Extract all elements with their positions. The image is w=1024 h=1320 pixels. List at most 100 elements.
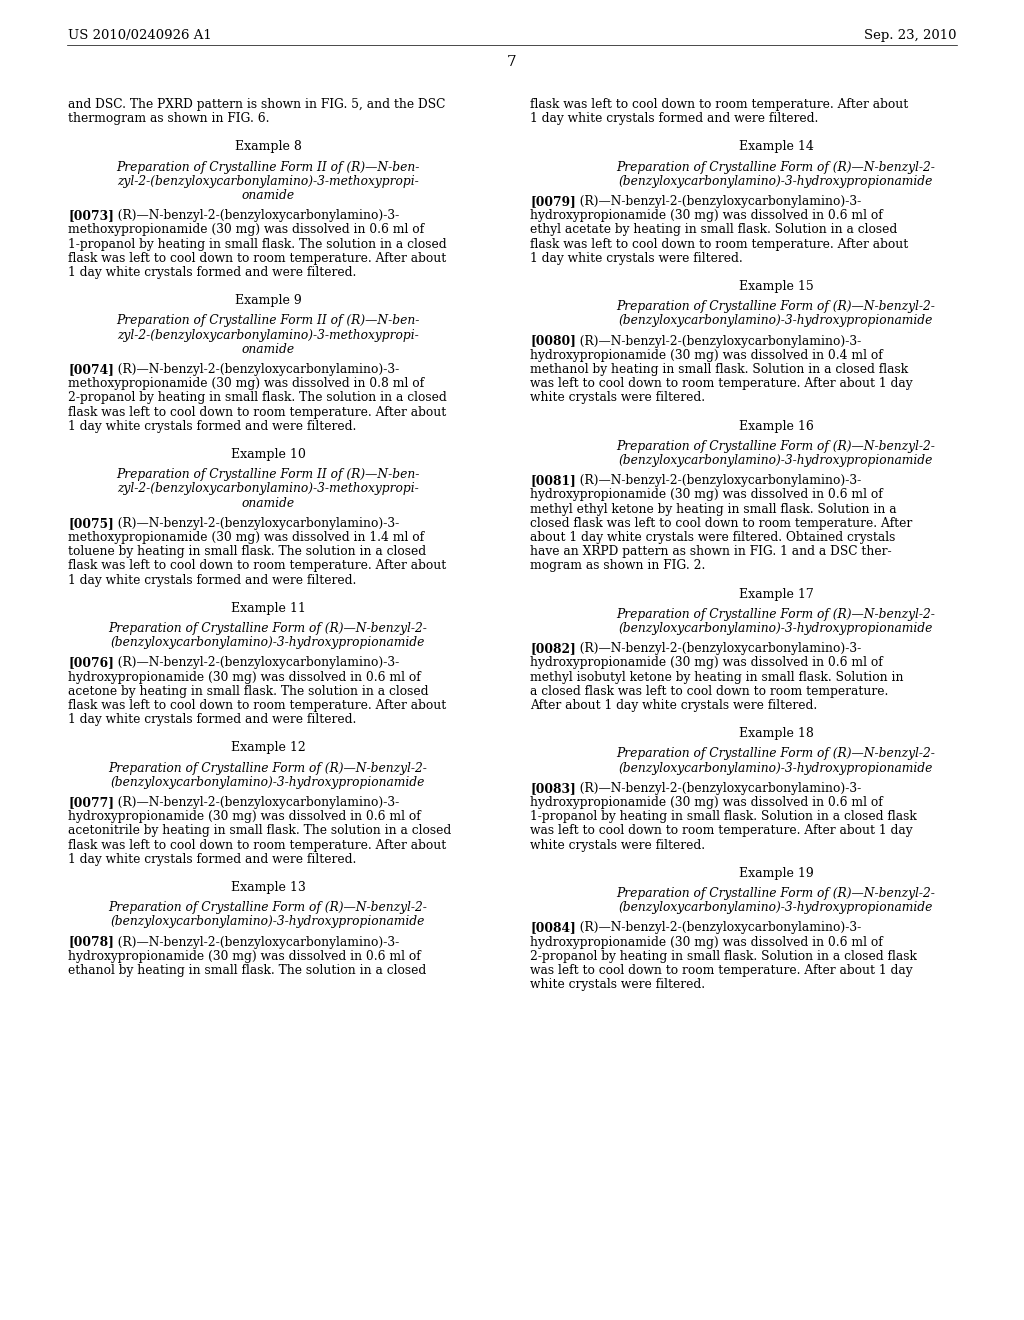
Text: Preparation of Crystalline Form of (R)—N-benzyl-2-: Preparation of Crystalline Form of (R)—N… — [109, 622, 427, 635]
Text: Example 19: Example 19 — [738, 867, 813, 880]
Text: white crystals were filtered.: white crystals were filtered. — [530, 838, 706, 851]
Text: 1-propanol by heating in small flask. The solution in a closed: 1-propanol by heating in small flask. Th… — [68, 238, 446, 251]
Text: Example 14: Example 14 — [738, 140, 813, 153]
Text: toluene by heating in small flask. The solution in a closed: toluene by heating in small flask. The s… — [68, 545, 426, 558]
Text: Preparation of Crystalline Form of (R)—N-benzyl-2-: Preparation of Crystalline Form of (R)—N… — [616, 440, 936, 453]
Text: Example 12: Example 12 — [230, 742, 305, 755]
Text: closed flask was left to cool down to room temperature. After: closed flask was left to cool down to ro… — [530, 517, 912, 529]
Text: 2-propanol by heating in small flask. The solution in a closed: 2-propanol by heating in small flask. Th… — [68, 392, 446, 404]
Text: [0079]: [0079] — [530, 195, 575, 209]
Text: flask was left to cool down to room temperature. After about: flask was left to cool down to room temp… — [68, 560, 446, 573]
Text: Example 13: Example 13 — [230, 880, 305, 894]
Text: zyl-2-(benzyloxycarbonylamino)-3-methoxypropi-: zyl-2-(benzyloxycarbonylamino)-3-methoxy… — [117, 329, 419, 342]
Text: flask was left to cool down to room temperature. After about: flask was left to cool down to room temp… — [68, 252, 446, 265]
Text: flask was left to cool down to room temperature. After about: flask was left to cool down to room temp… — [68, 700, 446, 711]
Text: hydroxypropionamide (30 mg) was dissolved in 0.6 ml of: hydroxypropionamide (30 mg) was dissolve… — [530, 936, 883, 949]
Text: hydroxypropionamide (30 mg) was dissolved in 0.6 ml of: hydroxypropionamide (30 mg) was dissolve… — [68, 671, 421, 684]
Text: (benzyloxycarbonylamino)-3-hydroxypropionamide: (benzyloxycarbonylamino)-3-hydroxypropio… — [618, 902, 933, 915]
Text: (benzyloxycarbonylamino)-3-hydroxypropionamide: (benzyloxycarbonylamino)-3-hydroxypropio… — [111, 915, 425, 928]
Text: have an XRPD pattern as shown in FIG. 1 and a DSC ther-: have an XRPD pattern as shown in FIG. 1 … — [530, 545, 892, 558]
Text: hydroxypropionamide (30 mg) was dissolved in 0.6 ml of: hydroxypropionamide (30 mg) was dissolve… — [530, 796, 883, 809]
Text: (R)—N-benzyl-2-(benzyloxycarbonylamino)-3-: (R)—N-benzyl-2-(benzyloxycarbonylamino)-… — [568, 195, 861, 209]
Text: was left to cool down to room temperature. After about 1 day: was left to cool down to room temperatur… — [530, 378, 912, 391]
Text: onamide: onamide — [242, 496, 295, 510]
Text: (R)—N-benzyl-2-(benzyloxycarbonylamino)-3-: (R)—N-benzyl-2-(benzyloxycarbonylamino)-… — [106, 796, 399, 809]
Text: [0073]: [0073] — [68, 209, 114, 222]
Text: 1 day white crystals formed and were filtered.: 1 day white crystals formed and were fil… — [68, 853, 356, 866]
Text: white crystals were filtered.: white crystals were filtered. — [530, 978, 706, 991]
Text: Preparation of Crystalline Form II of (R)—N-ben-: Preparation of Crystalline Form II of (R… — [117, 469, 420, 482]
Text: Example 17: Example 17 — [738, 587, 813, 601]
Text: Example 11: Example 11 — [230, 602, 305, 615]
Text: (R)—N-benzyl-2-(benzyloxycarbonylamino)-3-: (R)—N-benzyl-2-(benzyloxycarbonylamino)-… — [568, 643, 861, 655]
Text: Example 16: Example 16 — [738, 420, 813, 433]
Text: (R)—N-benzyl-2-(benzyloxycarbonylamino)-3-: (R)—N-benzyl-2-(benzyloxycarbonylamino)-… — [568, 781, 861, 795]
Text: hydroxypropionamide (30 mg) was dissolved in 0.6 ml of: hydroxypropionamide (30 mg) was dissolve… — [530, 488, 883, 502]
Text: 1 day white crystals formed and were filtered.: 1 day white crystals formed and were fil… — [68, 267, 356, 279]
Text: 1 day white crystals were filtered.: 1 day white crystals were filtered. — [530, 252, 742, 265]
Text: (R)—N-benzyl-2-(benzyloxycarbonylamino)-3-: (R)—N-benzyl-2-(benzyloxycarbonylamino)-… — [568, 474, 861, 487]
Text: 1 day white crystals formed and were filtered.: 1 day white crystals formed and were fil… — [68, 574, 356, 586]
Text: (R)—N-benzyl-2-(benzyloxycarbonylamino)-3-: (R)—N-benzyl-2-(benzyloxycarbonylamino)-… — [106, 209, 399, 222]
Text: 1 day white crystals formed and were filtered.: 1 day white crystals formed and were fil… — [530, 112, 818, 125]
Text: white crystals were filtered.: white crystals were filtered. — [530, 392, 706, 404]
Text: onamide: onamide — [242, 189, 295, 202]
Text: (R)—N-benzyl-2-(benzyloxycarbonylamino)-3-: (R)—N-benzyl-2-(benzyloxycarbonylamino)-… — [568, 334, 861, 347]
Text: thermogram as shown in FIG. 6.: thermogram as shown in FIG. 6. — [68, 112, 269, 125]
Text: flask was left to cool down to room temperature. After about: flask was left to cool down to room temp… — [68, 405, 446, 418]
Text: acetone by heating in small flask. The solution in a closed: acetone by heating in small flask. The s… — [68, 685, 428, 698]
Text: and DSC. The PXRD pattern is shown in FIG. 5, and the DSC: and DSC. The PXRD pattern is shown in FI… — [68, 98, 445, 111]
Text: Preparation of Crystalline Form of (R)—N-benzyl-2-: Preparation of Crystalline Form of (R)—N… — [616, 161, 936, 174]
Text: onamide: onamide — [242, 343, 295, 356]
Text: Sep. 23, 2010: Sep. 23, 2010 — [863, 29, 956, 42]
Text: zyl-2-(benzyloxycarbonylamino)-3-methoxypropi-: zyl-2-(benzyloxycarbonylamino)-3-methoxy… — [117, 174, 419, 187]
Text: [0082]: [0082] — [530, 643, 575, 655]
Text: was left to cool down to room temperature. After about 1 day: was left to cool down to room temperatur… — [530, 964, 912, 977]
Text: flask was left to cool down to room temperature. After about: flask was left to cool down to room temp… — [530, 238, 908, 251]
Text: methoxypropionamide (30 mg) was dissolved in 0.8 ml of: methoxypropionamide (30 mg) was dissolve… — [68, 378, 424, 391]
Text: US 2010/0240926 A1: US 2010/0240926 A1 — [68, 29, 212, 42]
Text: a closed flask was left to cool down to room temperature.: a closed flask was left to cool down to … — [530, 685, 889, 698]
Text: ethanol by heating in small flask. The solution in a closed: ethanol by heating in small flask. The s… — [68, 964, 426, 977]
Text: (benzyloxycarbonylamino)-3-hydroxypropionamide: (benzyloxycarbonylamino)-3-hydroxypropio… — [618, 762, 933, 775]
Text: 2-propanol by heating in small flask. Solution in a closed flask: 2-propanol by heating in small flask. So… — [530, 950, 916, 962]
Text: hydroxypropionamide (30 mg) was dissolved in 0.6 ml of: hydroxypropionamide (30 mg) was dissolve… — [530, 209, 883, 222]
Text: [0084]: [0084] — [530, 921, 575, 935]
Text: 1-propanol by heating in small flask. Solution in a closed flask: 1-propanol by heating in small flask. So… — [530, 810, 916, 824]
Text: [0075]: [0075] — [68, 517, 114, 529]
Text: Example 8: Example 8 — [234, 140, 301, 153]
Text: 7: 7 — [507, 55, 517, 69]
Text: was left to cool down to room temperature. After about 1 day: was left to cool down to room temperatur… — [530, 825, 912, 837]
Text: flask was left to cool down to room temperature. After about: flask was left to cool down to room temp… — [68, 838, 446, 851]
Text: Preparation of Crystalline Form of (R)—N-benzyl-2-: Preparation of Crystalline Form of (R)—N… — [109, 762, 427, 775]
Text: methyl ethyl ketone by heating in small flask. Solution in a: methyl ethyl ketone by heating in small … — [530, 503, 897, 516]
Text: mogram as shown in FIG. 2.: mogram as shown in FIG. 2. — [530, 560, 706, 573]
Text: about 1 day white crystals were filtered. Obtained crystals: about 1 day white crystals were filtered… — [530, 531, 895, 544]
Text: zyl-2-(benzyloxycarbonylamino)-3-methoxypropi-: zyl-2-(benzyloxycarbonylamino)-3-methoxy… — [117, 482, 419, 495]
Text: Preparation of Crystalline Form of (R)—N-benzyl-2-: Preparation of Crystalline Form of (R)—N… — [616, 300, 936, 313]
Text: (benzyloxycarbonylamino)-3-hydroxypropionamide: (benzyloxycarbonylamino)-3-hydroxypropio… — [111, 636, 425, 649]
Text: Preparation of Crystalline Form of (R)—N-benzyl-2-: Preparation of Crystalline Form of (R)—N… — [616, 747, 936, 760]
Text: (R)—N-benzyl-2-(benzyloxycarbonylamino)-3-: (R)—N-benzyl-2-(benzyloxycarbonylamino)-… — [106, 517, 399, 529]
Text: [0077]: [0077] — [68, 796, 114, 809]
Text: (benzyloxycarbonylamino)-3-hydroxypropionamide: (benzyloxycarbonylamino)-3-hydroxypropio… — [618, 174, 933, 187]
Text: methoxypropionamide (30 mg) was dissolved in 0.6 ml of: methoxypropionamide (30 mg) was dissolve… — [68, 223, 424, 236]
Text: [0081]: [0081] — [530, 474, 575, 487]
Text: hydroxypropionamide (30 mg) was dissolved in 0.6 ml of: hydroxypropionamide (30 mg) was dissolve… — [68, 810, 421, 824]
Text: Example 18: Example 18 — [738, 727, 813, 741]
Text: (R)—N-benzyl-2-(benzyloxycarbonylamino)-3-: (R)—N-benzyl-2-(benzyloxycarbonylamino)-… — [568, 921, 861, 935]
Text: hydroxypropionamide (30 mg) was dissolved in 0.4 ml of: hydroxypropionamide (30 mg) was dissolve… — [530, 348, 883, 362]
Text: methanol by heating in small flask. Solution in a closed flask: methanol by heating in small flask. Solu… — [530, 363, 908, 376]
Text: (benzyloxycarbonylamino)-3-hydroxypropionamide: (benzyloxycarbonylamino)-3-hydroxypropio… — [618, 622, 933, 635]
Text: (benzyloxycarbonylamino)-3-hydroxypropionamide: (benzyloxycarbonylamino)-3-hydroxypropio… — [618, 314, 933, 327]
Text: acetonitrile by heating in small flask. The solution in a closed: acetonitrile by heating in small flask. … — [68, 825, 452, 837]
Text: methyl isobutyl ketone by heating in small flask. Solution in: methyl isobutyl ketone by heating in sma… — [530, 671, 903, 684]
Text: (R)—N-benzyl-2-(benzyloxycarbonylamino)-3-: (R)—N-benzyl-2-(benzyloxycarbonylamino)-… — [106, 656, 399, 669]
Text: [0083]: [0083] — [530, 781, 575, 795]
Text: Preparation of Crystalline Form of (R)—N-benzyl-2-: Preparation of Crystalline Form of (R)—N… — [616, 607, 936, 620]
Text: After about 1 day white crystals were filtered.: After about 1 day white crystals were fi… — [530, 700, 817, 711]
Text: hydroxypropionamide (30 mg) was dissolved in 0.6 ml of: hydroxypropionamide (30 mg) was dissolve… — [530, 656, 883, 669]
Text: (R)—N-benzyl-2-(benzyloxycarbonylamino)-3-: (R)—N-benzyl-2-(benzyloxycarbonylamino)-… — [106, 363, 399, 376]
Text: hydroxypropionamide (30 mg) was dissolved in 0.6 ml of: hydroxypropionamide (30 mg) was dissolve… — [68, 950, 421, 962]
Text: (benzyloxycarbonylamino)-3-hydroxypropionamide: (benzyloxycarbonylamino)-3-hydroxypropio… — [111, 776, 425, 789]
